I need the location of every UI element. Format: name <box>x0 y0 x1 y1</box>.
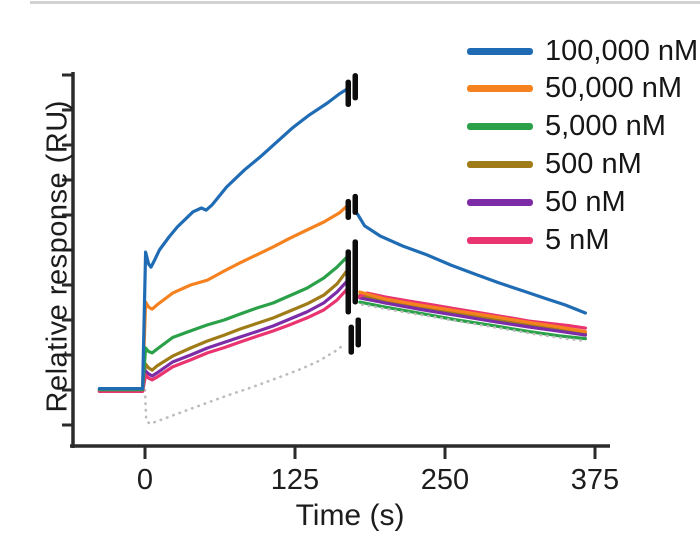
x-tick-label-125: 125 <box>270 464 320 496</box>
legend-swatch-icon <box>467 236 533 244</box>
injection-end-marker-bar <box>345 198 351 220</box>
legend-swatch-icon <box>467 160 533 168</box>
legend-item-500nM: 500 nM <box>467 147 642 180</box>
legend-label: 500 nM <box>545 147 642 180</box>
x-tick-label-250: 250 <box>420 464 470 496</box>
legend-swatch-icon <box>467 47 533 55</box>
legend-item-50000nM: 50,000 nM <box>467 72 683 105</box>
dissociation-curve-5nM <box>357 291 588 330</box>
association-curve-5nM <box>97 285 351 393</box>
association-curve-50000nM <box>97 202 351 391</box>
legend-label: 100,000 nM <box>545 34 699 67</box>
dissociation-curve-5000nM <box>358 300 588 341</box>
blank-dissociation-curve <box>360 303 587 343</box>
injection-end-marker-bar <box>352 239 358 305</box>
association-curve-5000nM <box>97 253 351 392</box>
injection-end-marker-bar <box>352 193 358 215</box>
y-axis-label: Relative response (RU) <box>41 100 74 413</box>
legend-label: 50,000 nM <box>545 72 683 105</box>
legend-swatch-icon <box>467 198 533 206</box>
legend-item-5000nM: 5,000 nM <box>467 110 666 143</box>
injection-end-marker-bar <box>345 79 351 107</box>
legend-item-5nM: 5 nM <box>467 223 610 256</box>
legend-label: 50 nM <box>545 185 626 218</box>
x-axis-label: Time (s) <box>295 499 405 532</box>
dissociation-curve-100000nM <box>355 212 588 315</box>
dissociation-curve-50000nM <box>358 290 588 334</box>
dissociation-curve-50nM <box>358 296 588 337</box>
x-tick-label-375: 375 <box>570 464 620 496</box>
association-curve-50nM <box>97 277 351 393</box>
injection-end-marker-bar <box>348 324 354 355</box>
injection-end-marker-bar <box>352 73 358 101</box>
injection-end-marker-bar <box>355 317 361 348</box>
top-border-line <box>30 1 700 4</box>
legend-label: 5 nM <box>545 223 610 256</box>
legend-swatch-icon <box>467 123 533 131</box>
x-tick-label-0: 0 <box>136 464 154 496</box>
legend-label: 5,000 nM <box>545 110 666 143</box>
legend-item-50nM: 50 nM <box>467 185 626 218</box>
legend-item-100000nM: 100,000 nM <box>467 34 699 67</box>
association-curve-500nM <box>97 266 351 392</box>
association-curve-100000nM <box>97 86 351 391</box>
blank-association-curve <box>143 341 347 426</box>
injection-end-marker-bar <box>345 249 351 315</box>
legend-swatch-icon <box>467 85 533 93</box>
